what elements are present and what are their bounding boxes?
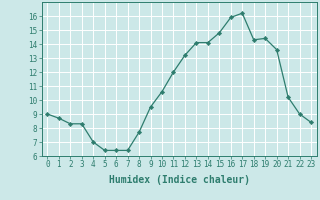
X-axis label: Humidex (Indice chaleur): Humidex (Indice chaleur): [109, 175, 250, 185]
